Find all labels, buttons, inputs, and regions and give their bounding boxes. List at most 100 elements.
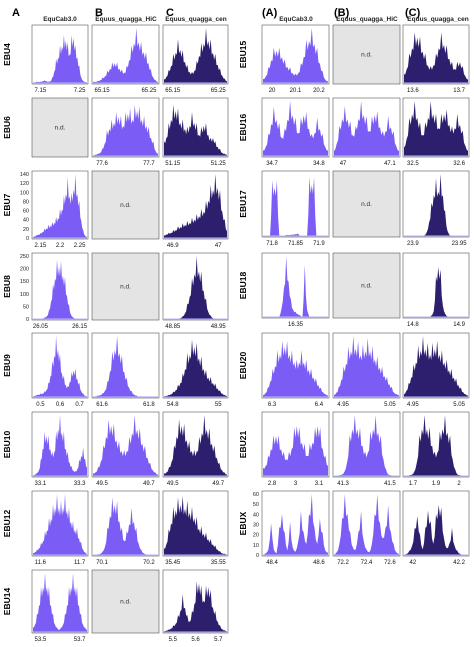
x-tick-label: 46.9 xyxy=(167,243,179,249)
x-tick-label: 11.7 xyxy=(74,560,86,566)
nd-label: n.d. xyxy=(120,202,131,209)
x-tick-label: 4.95 xyxy=(337,402,349,408)
row-label-ebu15: EBU15 xyxy=(238,41,248,69)
x-tick-label: 77.6 xyxy=(96,161,108,167)
x-tick-label: 72.2 xyxy=(337,560,349,566)
row-label-ebu21: EBU21 xyxy=(238,431,248,459)
x-tick-label: 47 xyxy=(340,161,347,167)
coverage-area xyxy=(93,104,158,156)
x-tick-label: 32.5 xyxy=(407,161,419,167)
row-label-ebu20: EBU20 xyxy=(238,352,248,380)
coverage-area xyxy=(334,101,399,156)
y-tick-label: 0 xyxy=(26,236,29,242)
coverage-area xyxy=(164,339,227,397)
row-label-ebu6: EBU6 xyxy=(2,116,12,139)
nd-label: n.d. xyxy=(361,201,372,208)
coverage-area xyxy=(93,415,158,476)
x-tick-label: 65.25 xyxy=(211,88,227,94)
column-letter-2-2: (B) xyxy=(334,7,350,19)
coverage-area xyxy=(93,28,158,83)
column-name-1-3: Equus_quagga_cen xyxy=(165,16,226,23)
y-tick-label: 140 xyxy=(20,172,29,178)
x-tick-label: 34.8 xyxy=(313,161,325,167)
column-name-1-2: Equus_quagga_HiC xyxy=(95,16,157,23)
y-tick-label: 150 xyxy=(20,279,29,285)
x-tick-label: 20.1 xyxy=(290,88,302,94)
x-tick-label: 2.2 xyxy=(56,243,65,249)
coverage-area xyxy=(263,28,328,83)
x-tick-label: 34.7 xyxy=(266,161,278,167)
coverage-area xyxy=(164,104,227,156)
nd-label: n.d. xyxy=(361,283,372,290)
x-tick-label: 47.1 xyxy=(384,161,396,167)
x-tick-label: 1.7 xyxy=(409,481,418,487)
y-tick-label: 120 xyxy=(20,181,29,187)
x-tick-label: 5.05 xyxy=(453,402,465,408)
coverage-area xyxy=(334,336,399,397)
x-tick-label: 2.8 xyxy=(268,481,277,487)
x-tick-label: 61.6 xyxy=(96,402,108,408)
x-tick-label: 6.4 xyxy=(315,402,324,408)
coverage-area xyxy=(404,415,468,476)
y-tick-label: 50 xyxy=(23,304,29,310)
panel-frame xyxy=(261,252,330,319)
coverage-area xyxy=(33,34,87,83)
coverage-area xyxy=(33,415,87,476)
y-tick-label: 0 xyxy=(26,317,29,323)
coverage-area xyxy=(164,28,227,83)
x-tick-label: 16.35 xyxy=(288,322,304,328)
coverage-area xyxy=(404,505,468,555)
column-letter-1-2: B xyxy=(95,7,103,19)
coverage-area xyxy=(33,494,87,555)
x-tick-label: 41.5 xyxy=(384,481,396,487)
row-label-ebu10: EBU10 xyxy=(2,431,12,459)
coverage-area xyxy=(164,581,227,632)
x-tick-label: 71.85 xyxy=(288,241,304,247)
x-tick-label: 2 xyxy=(457,481,461,487)
y-tick-label: 20 xyxy=(23,227,29,233)
row-label-ebu8: EBU8 xyxy=(2,275,12,298)
x-tick-label: 48.85 xyxy=(165,324,181,330)
column-letter-1-3: C xyxy=(166,7,174,19)
x-tick-label: 48.95 xyxy=(211,324,227,330)
x-tick-label: 47 xyxy=(215,243,222,249)
y-tick-label: 60 xyxy=(23,209,29,215)
y-tick-label: 100 xyxy=(20,190,29,196)
x-tick-label: 13.7 xyxy=(453,88,465,94)
x-tick-label: 13.6 xyxy=(407,88,419,94)
x-tick-label: 53.5 xyxy=(35,637,47,643)
row-label-ebux: EBUX xyxy=(238,511,248,535)
x-tick-label: 33.1 xyxy=(35,481,47,487)
coverage-area xyxy=(263,177,328,236)
x-tick-label: 42.2 xyxy=(453,560,465,566)
coverage-area xyxy=(33,336,87,397)
x-tick-label: 61.8 xyxy=(143,402,155,408)
x-tick-label: 32.6 xyxy=(453,161,465,167)
coverage-area xyxy=(334,415,399,476)
x-tick-label: 23.95 xyxy=(452,241,468,247)
x-tick-label: 4.95 xyxy=(407,402,419,408)
x-tick-label: 71.8 xyxy=(266,241,278,247)
coverage-area xyxy=(263,101,328,156)
coverage-area xyxy=(404,267,468,317)
column-name-1-1: EquCab3.0 xyxy=(43,16,77,23)
nd-panel xyxy=(332,24,401,85)
y-tick-label: 250 xyxy=(20,254,29,260)
y-tick-label: 40 xyxy=(23,218,29,224)
nd-label: n.d. xyxy=(120,284,131,291)
y-tick-label: 20 xyxy=(253,533,259,539)
coverage-area xyxy=(33,573,87,632)
coverage-area xyxy=(93,497,158,555)
x-tick-label: 11.6 xyxy=(35,560,47,566)
nd-panel xyxy=(332,170,401,238)
y-tick-label: 50 xyxy=(253,502,259,508)
x-tick-label: 35.45 xyxy=(165,560,181,566)
x-tick-label: 53.7 xyxy=(74,637,86,643)
nd-panel xyxy=(332,252,401,319)
row-label-ebu14: EBU14 xyxy=(2,588,12,616)
coverage-area xyxy=(263,426,328,476)
x-tick-label: 5.6 xyxy=(191,637,200,643)
row-label-ebu18: EBU18 xyxy=(238,272,248,300)
x-tick-label: 42 xyxy=(410,560,417,566)
